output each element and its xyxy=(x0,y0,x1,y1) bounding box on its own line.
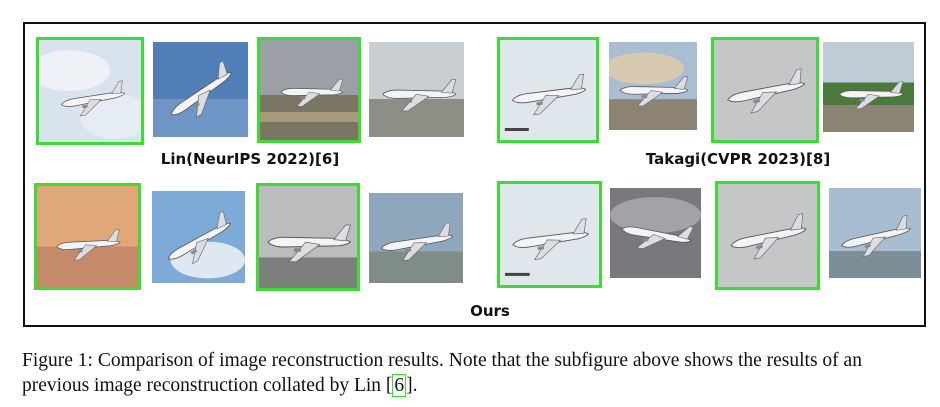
takagi-stimulus-1 xyxy=(497,37,599,143)
lin-reconstruction-2 xyxy=(369,42,464,137)
figure-caption: Figure 1: Comparison of image reconstruc… xyxy=(22,350,862,397)
ours-reconstruction-1 xyxy=(152,191,245,283)
ours-stimulus-4 xyxy=(715,181,820,290)
ours-stimulus-3 xyxy=(497,181,602,288)
ours-stimulus-1 xyxy=(34,183,141,290)
lin-reconstruction-1 xyxy=(153,42,248,137)
ours-stimulus-2 xyxy=(256,183,360,291)
ours-reconstruction-2 xyxy=(369,193,463,283)
lin-stimulus-2 xyxy=(257,37,361,143)
label-ours: Ours xyxy=(470,302,510,320)
figure-frame xyxy=(23,22,926,327)
label-takagi: Takagi(CVPR 2023)[8] xyxy=(645,150,831,168)
ours-reconstruction-3 xyxy=(610,188,701,278)
lin-stimulus-1 xyxy=(36,37,144,145)
takagi-stimulus-2 xyxy=(711,37,819,143)
citation-link[interactable]: 6 xyxy=(392,374,407,397)
takagi-reconstruction-2 xyxy=(823,42,914,132)
label-lin: Lin(NeurIPS 2022)[6] xyxy=(160,150,340,168)
takagi-reconstruction-1 xyxy=(609,42,697,130)
ours-reconstruction-4 xyxy=(829,188,921,278)
